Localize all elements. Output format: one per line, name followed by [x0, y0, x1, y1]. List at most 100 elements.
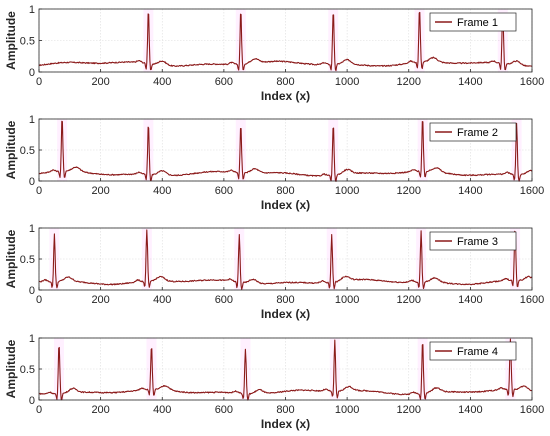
peak-highlight: [235, 119, 246, 181]
y-tick-label: 0.5: [20, 36, 35, 48]
legend-box: [429, 341, 517, 361]
y-axis-label: Amplitude: [4, 339, 18, 398]
y-tick-label: 0.5: [20, 364, 35, 376]
peak-highlight: [234, 228, 245, 290]
x-axis-label: Index (x): [261, 198, 310, 212]
peak-highlight: [511, 119, 522, 181]
x-tick-label: 400: [153, 294, 171, 306]
x-tick-label: 1000: [335, 404, 359, 416]
panel-frame-3: 0 200 400 600 800 1000 1200 1400 1600 0 0.5 1 Index …: [4, 223, 544, 321]
x-tick-label: 800: [276, 185, 294, 197]
x-tick-label: 400: [153, 185, 171, 197]
legend-label: Frame 2: [457, 127, 498, 139]
y-tick-label: 1: [29, 223, 35, 235]
x-tick-label: 600: [215, 294, 233, 306]
x-tick-label: 1400: [458, 76, 482, 88]
series-line-frame-1: [38, 11, 533, 72]
x-tick-label: 600: [215, 76, 233, 88]
y-tick-label: 0.5: [20, 254, 35, 266]
x-tick-label: 600: [215, 404, 233, 416]
x-tick-label: 1600: [520, 404, 544, 416]
x-tick-label: 800: [276, 76, 294, 88]
x-tick-label: 1200: [397, 185, 421, 197]
x-tick-label: 1600: [520, 76, 544, 88]
peak-highlight: [143, 9, 154, 72]
x-tick-label: 200: [91, 294, 109, 306]
peak-highlight: [57, 119, 68, 181]
x-axis-label: Index (x): [261, 307, 310, 321]
x-tick-label: 1000: [335, 294, 359, 306]
x-tick-label: 800: [276, 404, 294, 416]
legend: Frame 1: [429, 12, 517, 32]
x-tick-label: 1400: [458, 404, 482, 416]
x-tick-label: 1400: [458, 185, 482, 197]
peak-highlight: [328, 119, 339, 181]
x-axis-label: Index (x): [261, 417, 310, 431]
x-tick-label: 800: [276, 294, 294, 306]
peak-highlight: [505, 338, 516, 400]
x-tick-label: 1200: [397, 404, 421, 416]
panel-frame-2: 0 200 400 600 800 1000 1200 1400 1600 0 0.5 1 Index …: [4, 114, 544, 212]
panel-frame-1: 0 200 400 600 800 1000 1200 1400 1600 0 0.5 1 Index …: [4, 4, 544, 103]
x-tick-label: 1000: [335, 185, 359, 197]
x-tick-label: 1600: [520, 294, 544, 306]
peak-highlight: [146, 338, 157, 400]
series-line-frame-4: [38, 338, 533, 401]
peak-highlight: [49, 228, 60, 290]
legend-box: [429, 12, 517, 32]
legend: Frame 4: [429, 341, 517, 361]
x-tick-label: 600: [215, 185, 233, 197]
x-axis-label: Index (x): [261, 89, 310, 103]
peak-highlight: [510, 228, 521, 290]
legend-box: [429, 122, 517, 142]
peak-highlight: [141, 228, 152, 290]
x-tick-label: 0: [36, 404, 42, 416]
y-tick-label: 1: [29, 333, 35, 345]
x-tick-label: 400: [153, 404, 171, 416]
y-axis-label: Amplitude: [4, 11, 18, 70]
x-tick-label: 200: [91, 185, 109, 197]
y-tick-label: 0: [29, 67, 35, 79]
x-tick-label: 200: [91, 76, 109, 88]
peak-highlight: [417, 119, 428, 181]
peak-highlight: [54, 338, 65, 400]
peak-highlight: [329, 338, 340, 400]
legend-label: Frame 3: [457, 236, 498, 248]
y-axis-label: Amplitude: [4, 229, 18, 288]
peak-highlight: [143, 119, 154, 181]
peak-highlight: [497, 9, 508, 72]
y-tick-label: 0: [29, 176, 35, 188]
x-tick-label: 1200: [397, 294, 421, 306]
y-tick-label: 0.5: [20, 145, 35, 157]
legend: Frame 2: [429, 122, 517, 142]
y-axis-label: Amplitude: [4, 120, 18, 179]
x-tick-label: 0: [36, 76, 42, 88]
peak-highlight: [235, 9, 246, 72]
x-tick-label: 400: [153, 76, 171, 88]
series-line-frame-3: [38, 229, 533, 290]
x-tick-label: 1200: [397, 76, 421, 88]
peak-highlight: [328, 9, 339, 72]
x-tick-label: 0: [36, 294, 42, 306]
peak-highlight: [417, 338, 428, 400]
peak-highlight: [240, 338, 251, 400]
x-tick-label: 0: [36, 185, 42, 197]
legend-box: [429, 231, 517, 251]
y-tick-label: 1: [29, 4, 35, 16]
peak-highlight: [326, 228, 337, 290]
panel-frame-4: 0 200 400 600 800 1000 1200 1400 1600 0 0.5 1 Index …: [4, 333, 544, 431]
x-tick-label: 1400: [458, 294, 482, 306]
x-tick-label: 200: [91, 404, 109, 416]
x-tick-label: 1600: [520, 185, 544, 197]
legend: Frame 3: [429, 231, 517, 251]
y-tick-label: 0: [29, 285, 35, 297]
y-tick-label: 1: [29, 114, 35, 126]
y-tick-label: 0: [29, 395, 35, 407]
peak-highlight: [414, 9, 425, 72]
peak-highlight: [416, 228, 427, 290]
legend-label: Frame 1: [457, 17, 498, 29]
legend-label: Frame 4: [457, 346, 498, 358]
series-line-frame-2: [38, 120, 533, 182]
x-tick-label: 1000: [335, 76, 359, 88]
